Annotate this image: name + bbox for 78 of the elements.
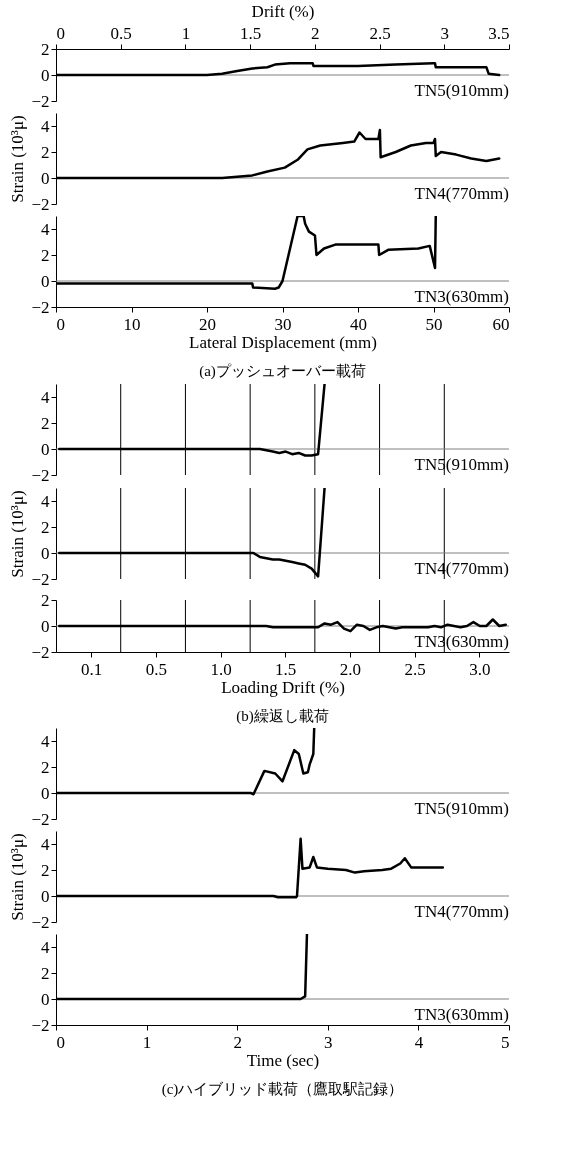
y-axis-title: Strain (10³μ) xyxy=(8,115,28,203)
x-tick-label: 0.5 xyxy=(145,659,167,679)
x-tick-label: 2.0 xyxy=(339,659,362,679)
x2-tick-label: 1 xyxy=(181,23,191,43)
x-tick-label: 3 xyxy=(324,1032,333,1052)
y-axis-title: Strain (10³μ) xyxy=(8,490,28,578)
series-label: TN5(910mm) xyxy=(414,81,509,100)
y-tick-label: 2 xyxy=(41,39,50,59)
x2-tick-label: 2 xyxy=(311,23,320,43)
x-tick-label: 1.0 xyxy=(210,659,232,679)
y-tick-label: 4 xyxy=(41,387,50,407)
x-tick-label: 50 xyxy=(425,314,443,334)
x-axis-title: Loading Drift (%) xyxy=(221,677,345,697)
y-tick-label: 2 xyxy=(41,517,50,537)
y-tick-label: 0 xyxy=(41,886,50,906)
x2-tick-label: 2.5 xyxy=(369,23,391,43)
y-tick-label: 0 xyxy=(41,783,50,803)
x-tick-label: 2.5 xyxy=(404,659,426,679)
x-tick-label: 20 xyxy=(199,314,216,334)
y-tick-label: 2 xyxy=(41,757,50,777)
y-axis-title: Strain (10³μ) xyxy=(8,833,28,921)
y-tick-label: 0 xyxy=(41,543,50,563)
x2-tick-label: 0.5 xyxy=(110,23,132,43)
x-tick-label: 0.1 xyxy=(80,659,103,679)
x-tick-label: 5 xyxy=(501,1032,510,1052)
x2-axis-title: Drift (%) xyxy=(251,1,315,21)
y-tick-label: 0 xyxy=(41,271,50,291)
x-tick-label: 1.5 xyxy=(275,659,297,679)
series-label: TN3(630mm) xyxy=(414,287,509,306)
x-tick-label: 4 xyxy=(414,1032,424,1052)
y-tick-label: 0 xyxy=(41,989,50,1009)
y-tick-label: 4 xyxy=(41,491,50,511)
y-tick-label: −2 xyxy=(31,1015,50,1035)
text: (a)プッシュオーバー載荷 xyxy=(199,363,366,380)
y-tick-label: 0 xyxy=(41,439,50,459)
x-tick-label: 2 xyxy=(233,1032,242,1052)
y-tick-label: −2 xyxy=(31,809,50,829)
y-tick-label: 2 xyxy=(41,963,50,983)
x-tick-label: 60 xyxy=(492,314,510,334)
text: TN4(770mm) xyxy=(414,902,509,921)
y-tick-label: 2 xyxy=(41,245,50,265)
y-tick-label: 2 xyxy=(41,590,50,610)
x-tick-label: 30 xyxy=(274,314,292,334)
y-tick-label: −2 xyxy=(31,194,50,214)
x-axis-title: Time (sec) xyxy=(246,1050,320,1070)
y-tick-label: 2 xyxy=(41,413,50,433)
x-tick-label: 40 xyxy=(350,314,367,334)
x-tick-label: 10 xyxy=(123,314,141,334)
y-tick-label: −2 xyxy=(31,465,50,485)
text: (c)ハイブリッド載荷（鷹取駅記録） xyxy=(161,1081,404,1098)
y-tick-label: −2 xyxy=(31,569,50,589)
y-tick-label: 0 xyxy=(41,616,50,636)
x-tick-label: 1 xyxy=(142,1032,152,1052)
y-tick-label: 4 xyxy=(41,834,50,854)
x2-tick-label: 3.5 xyxy=(488,23,510,43)
y-tick-label: 4 xyxy=(41,937,50,957)
y-tick-label: 4 xyxy=(41,219,50,239)
x-axis-title: Lateral Displacement (mm) xyxy=(189,332,377,352)
y-tick-label: −2 xyxy=(31,912,50,932)
y-tick-label: −2 xyxy=(31,642,50,662)
text: (b)繰返し載荷 xyxy=(236,708,329,725)
y-tick-label: 0 xyxy=(41,65,50,85)
text: TN3(630mm) xyxy=(414,1005,509,1024)
y-tick-label: −2 xyxy=(31,91,50,111)
x-tick-label: 0 xyxy=(56,1032,65,1052)
x2-tick-label: 3 xyxy=(440,23,450,43)
y-tick-label: 0 xyxy=(41,168,50,188)
y-tick-label: 2 xyxy=(41,860,50,880)
series-label: TN4(770mm) xyxy=(414,184,509,203)
text: TN5(910mm) xyxy=(414,799,509,818)
x2-tick-label: 0 xyxy=(56,23,65,43)
x-tick-label: 3.0 xyxy=(469,659,491,679)
x2-tick-label: 1.5 xyxy=(240,23,262,43)
y-tick-label: −2 xyxy=(31,297,50,317)
y-tick-label: 4 xyxy=(41,116,50,136)
y-tick-label: 2 xyxy=(41,142,50,162)
y-tick-label: 4 xyxy=(41,731,50,751)
x-tick-label: 0 xyxy=(56,314,65,334)
